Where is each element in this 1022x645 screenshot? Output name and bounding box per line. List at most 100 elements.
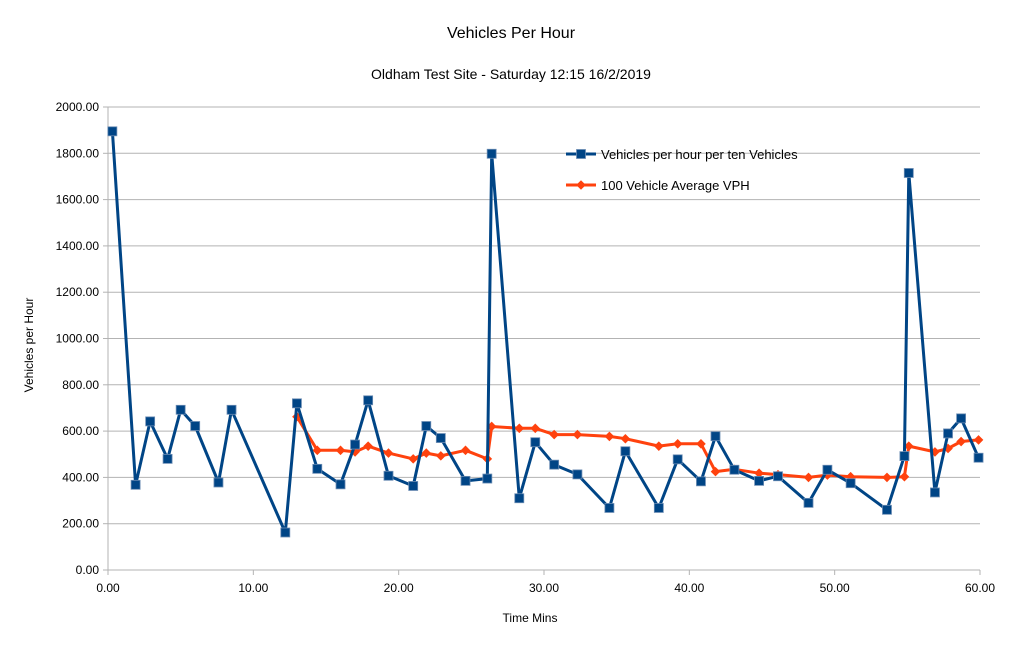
data-point-vph-per-ten-vehicles bbox=[482, 473, 493, 484]
data-point-avg-100-vehicle-vph bbox=[803, 472, 814, 483]
data-point-vph-per-ten-vehicles bbox=[145, 416, 156, 427]
x-axis-ticks: 0.00 10.00 20.00 30.00 40.00 50.00 60.00 bbox=[96, 570, 995, 595]
data-point-avg-100-vehicle-vph bbox=[956, 436, 966, 447]
data-point-vph-per-ten-vehicles bbox=[773, 471, 783, 482]
data-point-avg-100-vehicle-vph bbox=[620, 433, 631, 444]
data-point-avg-100-vehicle-vph bbox=[899, 471, 910, 482]
data-point-avg-100-vehicle-vph bbox=[363, 441, 373, 451]
y-axis-ticks: 0.00 200.00 400.00 600.00 800.00 1000.00 1200.… bbox=[56, 100, 108, 577]
data-point-vph-per-ten-vehicles bbox=[408, 481, 419, 491]
y-axis-label: Vehicles per Hour bbox=[22, 298, 36, 393]
y-tick-label: 1600.00 bbox=[56, 193, 100, 207]
y-tick-label: 1800.00 bbox=[56, 146, 100, 160]
y-tick-label: 200.00 bbox=[62, 517, 99, 531]
data-point-vph-per-ten-vehicles bbox=[620, 446, 631, 457]
y-tick-label: 1200.00 bbox=[56, 285, 100, 299]
data-point-avg-100-vehicle-vph bbox=[845, 471, 856, 482]
y-tick-label: 800.00 bbox=[62, 378, 99, 392]
data-point-vph-per-ten-vehicles bbox=[845, 478, 856, 489]
y-tick-label: 2000.00 bbox=[56, 100, 100, 114]
data-point-avg-100-vehicle-vph bbox=[436, 451, 446, 461]
data-point-vph-per-ten-vehicles bbox=[335, 479, 346, 490]
data-point-vph-per-ten-vehicles bbox=[530, 437, 541, 448]
y-tick-label: 400.00 bbox=[62, 470, 99, 484]
data-point-avg-100-vehicle-vph bbox=[335, 445, 346, 456]
x-tick-label: 60.00 bbox=[965, 581, 995, 595]
data-point-vph-per-ten-vehicles bbox=[280, 527, 291, 538]
data-point-vph-per-ten-vehicles bbox=[226, 404, 237, 415]
x-tick-label: 50.00 bbox=[820, 581, 850, 595]
chart-subtitle: Oldham Test Site - Saturday 12:15 16/2/2… bbox=[371, 66, 651, 82]
data-point-vph-per-ten-vehicles bbox=[130, 479, 141, 490]
data-point-avg-100-vehicle-vph bbox=[408, 454, 418, 464]
data-point-avg-100-vehicle-vph bbox=[903, 441, 914, 451]
legend-entry-avg-100-vehicle-vph: 100 Vehicle Average VPH bbox=[566, 178, 750, 193]
data-point-vph-per-ten-vehicles bbox=[803, 497, 814, 508]
data-point-avg-100-vehicle-vph bbox=[696, 439, 706, 449]
x-tick-label: 20.00 bbox=[384, 581, 414, 595]
data-point-vph-per-ten-vehicles bbox=[882, 504, 892, 515]
data-point-vph-per-ten-vehicles bbox=[672, 454, 683, 465]
data-point-vph-per-ten-vehicles bbox=[190, 421, 201, 431]
data-point-vph-per-ten-vehicles bbox=[943, 428, 953, 439]
x-tick-label: 10.00 bbox=[238, 581, 268, 595]
data-point-vph-per-ten-vehicles bbox=[363, 395, 374, 406]
data-point-vph-per-ten-vehicles bbox=[653, 503, 664, 513]
data-point-avg-100-vehicle-vph bbox=[572, 429, 583, 440]
data-point-vph-per-ten-vehicles bbox=[162, 453, 173, 464]
data-point-vph-per-ten-vehicles bbox=[213, 477, 224, 488]
data-point-vph-per-ten-vehicles bbox=[696, 476, 706, 487]
gridlines bbox=[108, 106, 980, 571]
data-point-vph-per-ten-vehicles bbox=[435, 433, 446, 443]
data-point-avg-100-vehicle-vph bbox=[672, 439, 683, 449]
data-point-avg-100-vehicle-vph bbox=[460, 445, 471, 456]
y-tick-label: 1000.00 bbox=[56, 332, 100, 346]
data-point-vph-per-ten-vehicles bbox=[350, 439, 360, 450]
data-point-avg-100-vehicle-vph bbox=[350, 447, 360, 457]
data-point-vph-per-ten-vehicles bbox=[899, 451, 910, 462]
y-tick-label: 0.00 bbox=[76, 563, 100, 577]
data-point-vph-per-ten-vehicles bbox=[175, 404, 186, 415]
x-tick-label: 40.00 bbox=[674, 581, 704, 595]
data-point-vph-per-ten-vehicles bbox=[486, 148, 497, 159]
data-point-vph-per-ten-vehicles bbox=[604, 503, 615, 513]
data-point-avg-100-vehicle-vph bbox=[514, 423, 525, 434]
data-point-vph-per-ten-vehicles bbox=[514, 493, 525, 504]
data-point-vph-per-ten-vehicles bbox=[383, 470, 394, 481]
data-point-vph-per-ten-vehicles bbox=[930, 487, 940, 498]
legend-marker bbox=[576, 180, 586, 190]
x-tick-label: 0.00 bbox=[96, 581, 120, 595]
legend-label: Vehicles per hour per ten Vehicles bbox=[601, 147, 798, 162]
data-point-avg-100-vehicle-vph bbox=[654, 441, 664, 451]
data-point-avg-100-vehicle-vph bbox=[930, 447, 940, 457]
data-point-avg-100-vehicle-vph bbox=[882, 472, 892, 483]
data-point-vph-per-ten-vehicles bbox=[903, 168, 914, 178]
data-point-avg-100-vehicle-vph bbox=[530, 423, 541, 434]
data-point-avg-100-vehicle-vph bbox=[383, 448, 394, 458]
legend-entry-vph-per-ten-vehicles: Vehicles per hour per ten Vehicles bbox=[566, 147, 798, 162]
y-tick-label: 600.00 bbox=[62, 424, 99, 438]
legend-label: 100 Vehicle Average VPH bbox=[601, 178, 750, 193]
legend: Vehicles per hour per ten Vehicles 100 Ve… bbox=[566, 147, 798, 193]
legend-marker bbox=[576, 149, 586, 159]
data-point-vph-per-ten-vehicles bbox=[956, 413, 967, 424]
data-point-avg-100-vehicle-vph bbox=[549, 429, 559, 440]
y-tick-label: 1400.00 bbox=[56, 239, 100, 253]
data-point-vph-per-ten-vehicles bbox=[729, 464, 740, 475]
chart-title: Vehicles Per Hour bbox=[447, 25, 576, 42]
data-point-vph-per-ten-vehicles bbox=[822, 464, 833, 475]
data-point-vph-per-ten-vehicles bbox=[107, 126, 118, 137]
data-point-vph-per-ten-vehicles bbox=[973, 452, 984, 463]
data-point-vph-per-ten-vehicles bbox=[710, 431, 721, 442]
series-vph-per-ten-vehicles bbox=[107, 126, 984, 538]
data-point-vph-per-ten-vehicles bbox=[312, 463, 323, 474]
data-point-avg-100-vehicle-vph bbox=[710, 466, 721, 477]
data-point-avg-100-vehicle-vph bbox=[421, 448, 432, 458]
data-point-avg-100-vehicle-vph bbox=[604, 431, 615, 442]
data-point-vph-per-ten-vehicles bbox=[421, 421, 432, 431]
data-point-avg-100-vehicle-vph bbox=[312, 445, 323, 456]
data-point-avg-100-vehicle-vph bbox=[754, 468, 764, 479]
x-axis-label: Time Mins bbox=[503, 611, 558, 625]
